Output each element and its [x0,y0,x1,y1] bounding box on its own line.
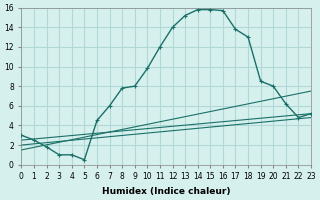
X-axis label: Humidex (Indice chaleur): Humidex (Indice chaleur) [102,187,230,196]
